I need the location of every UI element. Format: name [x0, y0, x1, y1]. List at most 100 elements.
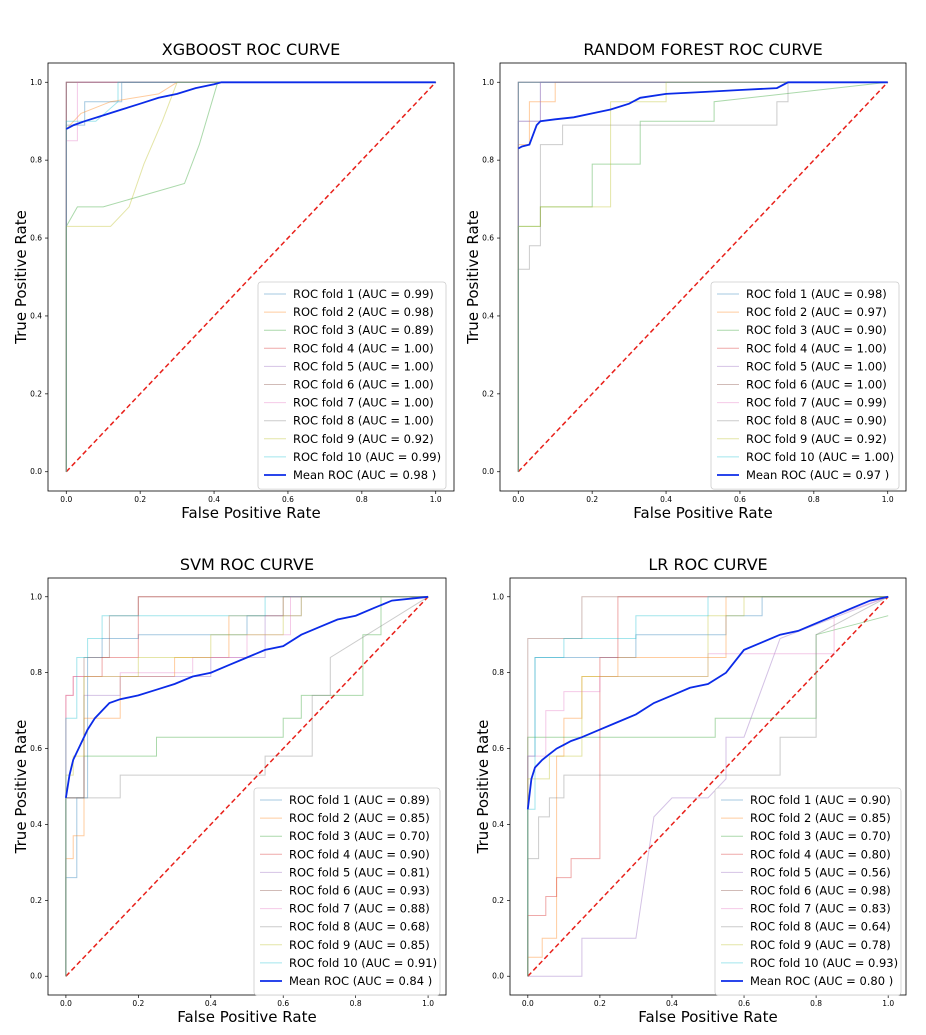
chart3-legend-label: ROC fold 1 (AUC = 0.89)	[289, 793, 430, 807]
chart2-ytick-label: 0.4	[482, 311, 494, 320]
chart4-legend-label: ROC fold 1 (AUC = 0.90)	[750, 793, 891, 807]
chart4-roc-fold-4-line	[527, 596, 889, 977]
chart3-legend-label: ROC fold 10 (AUC = 0.91)	[289, 956, 437, 970]
chart4-roc-fold-6-line	[527, 596, 889, 977]
chart4-xtick-label: 0.4	[666, 999, 678, 1008]
chart4-legend-label: ROC fold 8 (AUC = 0.64)	[750, 920, 891, 934]
chart4-roc-fold-3-line	[527, 615, 889, 977]
chart3-xtick-label: 0.8	[350, 999, 362, 1008]
chart4-roc-fold-10-line	[527, 596, 889, 977]
chart3-roc-fold-1-line	[65, 596, 429, 977]
chart3-mean-roc-line	[65, 595, 429, 799]
chart3-roc-fold-7-line	[65, 596, 429, 977]
chart3-roc-fold-2-line	[65, 596, 429, 977]
chart2-ylabel: True Positive Rate	[464, 210, 482, 345]
chart4-legend-box	[714, 787, 902, 996]
chart1-roc-fold-3-line	[65, 81, 436, 472]
chart3-ytick-label: 0.0	[30, 972, 42, 981]
chart2-roc-fold-4-line	[517, 81, 888, 472]
chart4-roc-fold-8-line	[527, 596, 889, 977]
chart2-xtick-label: 0.2	[586, 495, 598, 504]
chart3-axes-frame	[47, 577, 447, 996]
chart1-xtick-label: 1.0	[430, 495, 442, 504]
chart1-legend-label: ROC fold 1 (AUC = 0.99)	[293, 287, 434, 301]
chart2-legend-label: ROC fold 3 (AUC = 0.90)	[746, 323, 887, 337]
chart1-legend-label: ROC fold 10 (AUC = 0.99)	[293, 450, 441, 464]
chart4-legend-label: ROC fold 3 (AUC = 0.70)	[750, 829, 891, 843]
chart2-xtick-label: 0.4	[660, 495, 672, 504]
chart3-xtick-label: 1.0	[422, 999, 434, 1008]
chart2-legend-label: ROC fold 5 (AUC = 1.00)	[746, 359, 887, 373]
chart3-panel: SVM ROC CURVE 0.0 0.2 0.4 0.6 0.8 1.0 0.0 0.2 0.4…	[12, 555, 447, 1026]
chart1-axes-frame	[47, 62, 455, 492]
chart2-ytick-label: 0.2	[482, 389, 494, 398]
chart4-xtick-label: 1.0	[882, 999, 894, 1008]
chart4-legend-label: ROC fold 2 (AUC = 0.85)	[750, 811, 891, 825]
chart1-ytick-label: 0.4	[30, 311, 42, 320]
chart1-legend: ROC fold 1 (AUC = 0.99) ROC fold 2 (AUC =…	[257, 281, 447, 490]
chart4-xtick-label: 0.8	[810, 999, 822, 1008]
chart3-ytick-label: 0.4	[30, 820, 42, 829]
chart4-title: LR ROC CURVE	[648, 555, 767, 574]
chart1-roc-fold-10-line	[65, 81, 436, 472]
chart4-roc-fold-5-line	[527, 596, 889, 977]
chart2-ytick-label: 1.0	[482, 78, 494, 87]
chart3-roc-fold-6-line	[65, 596, 429, 977]
chart1-mean-roc-line	[65, 81, 436, 130]
chart4-ytick-label: 0.8	[492, 668, 504, 677]
chart4-legend-label: ROC fold 10 (AUC = 0.93)	[750, 956, 898, 970]
chart2-title: RANDOM FOREST ROC CURVE	[583, 40, 822, 59]
chart2-roc-fold-3-line	[517, 81, 888, 472]
chart3-title: SVM ROC CURVE	[180, 555, 314, 574]
chart4-ytick-label: 1.0	[492, 592, 504, 601]
chart1-legend-label: ROC fold 5 (AUC = 1.00)	[293, 359, 434, 373]
chart1-legend-label: ROC fold 6 (AUC = 1.00)	[293, 378, 434, 392]
chart3-ytick-label: 0.6	[30, 744, 42, 753]
chart1-xtick-label: 0.2	[134, 495, 146, 504]
chart1-legend-label: Mean ROC (AUC = 0.98 )	[293, 468, 436, 482]
chart1-ytick-label: 1.0	[30, 78, 42, 87]
chart4-xtick-label: 0.0	[522, 999, 534, 1008]
chart3-legend-label: ROC fold 7 (AUC = 0.88)	[289, 902, 430, 916]
chart3-legend-label: ROC fold 2 (AUC = 0.85)	[289, 811, 430, 825]
chart3-roc-fold-3-line	[65, 596, 429, 977]
chart2-xtick-label: 1.0	[882, 495, 894, 504]
chart1-roc-fold-7-line	[65, 81, 436, 472]
chart3-legend: ROC fold 1 (AUC = 0.89) ROC fold 2 (AUC =…	[253, 787, 441, 996]
chart3-xlabel: False Positive Rate	[177, 1008, 316, 1026]
chart1-legend-label: ROC fold 9 (AUC = 0.92)	[293, 432, 434, 446]
chart4-xlabel: False Positive Rate	[638, 1008, 777, 1026]
chart2-ytick-label: 0.8	[482, 156, 494, 165]
chart3-roc-fold-8-line	[65, 596, 429, 977]
chart1-ytick-label: 0.8	[30, 156, 42, 165]
chart4-legend-label: ROC fold 9 (AUC = 0.78)	[750, 938, 891, 952]
chart2-legend-label: ROC fold 10 (AUC = 1.00)	[746, 450, 894, 464]
chart4-ytick-label: 0.0	[492, 972, 504, 981]
chart2-chance-line	[517, 81, 889, 473]
chart2-ytick-label: 0.0	[482, 467, 494, 476]
chart3-legend-box	[253, 787, 441, 996]
chart2-legend-label: ROC fold 4 (AUC = 1.00)	[746, 341, 887, 355]
chart3-legend-label: ROC fold 5 (AUC = 0.81)	[289, 865, 430, 879]
chart1-legend-label: ROC fold 2 (AUC = 0.98)	[293, 305, 434, 319]
chart3-xtick-label: 0.2	[132, 999, 144, 1008]
chart2-legend-label: ROC fold 9 (AUC = 0.92)	[746, 432, 887, 446]
chart2-legend-label: ROC fold 8 (AUC = 0.90)	[746, 414, 887, 428]
chart1-legend-label: ROC fold 4 (AUC = 1.00)	[293, 341, 434, 355]
chart1-xtick-label: 0.0	[60, 495, 72, 504]
chart2-legend-label: ROC fold 6 (AUC = 1.00)	[746, 378, 887, 392]
chart3-roc-fold-10-line	[65, 596, 429, 977]
chart1-ylabel: True Positive Rate	[12, 210, 30, 345]
chart4-ytick-label: 0.6	[492, 744, 504, 753]
chart2-legend-label: Mean ROC (AUC = 0.97 )	[746, 468, 889, 482]
chart2-axes-frame	[499, 62, 907, 492]
chart3-xtick-label: 0.4	[205, 999, 217, 1008]
chart1-chance-line	[65, 81, 437, 473]
chart2-roc-fold-8-line	[517, 81, 888, 472]
chart3-legend-label: ROC fold 8 (AUC = 0.68)	[289, 920, 430, 934]
chart2-legend-box	[710, 281, 900, 490]
chart4-legend: ROC fold 1 (AUC = 0.90) ROC fold 2 (AUC =…	[714, 787, 902, 996]
chart3-roc-fold-5-line	[65, 596, 429, 977]
